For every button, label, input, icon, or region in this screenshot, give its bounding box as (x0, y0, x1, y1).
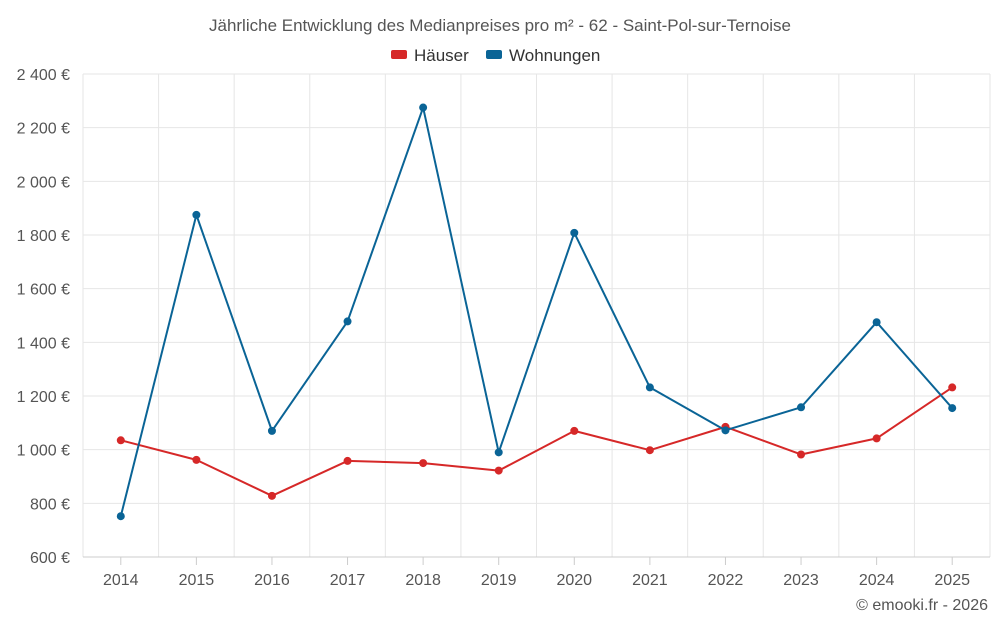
legend-label-haeuser: Häuser (414, 46, 469, 65)
data-point-haeuser (419, 459, 428, 468)
y-tick-label: 1 000 € (17, 443, 70, 460)
data-point-haeuser (797, 450, 806, 459)
y-tick-label: 1 400 € (17, 335, 70, 352)
data-point-wohnungen (570, 228, 579, 237)
legend-swatch-wohnungen (486, 50, 502, 59)
data-point-wohnungen (267, 426, 276, 435)
x-tick-label: 2018 (405, 572, 441, 589)
y-tick-label: 600 € (30, 550, 70, 567)
series-group (116, 103, 957, 521)
data-point-wohnungen (721, 426, 730, 435)
x-tick-label: 2022 (708, 572, 744, 589)
data-point-haeuser (267, 491, 276, 500)
y-tick-label: 800 € (30, 496, 70, 513)
data-point-wohnungen (494, 448, 503, 457)
data-point-wohnungen (116, 512, 125, 521)
y-tick-label: 2 000 € (17, 174, 70, 191)
y-tick-label: 2 200 € (17, 121, 70, 138)
y-tick-label: 2 400 € (17, 67, 70, 84)
x-tick-label: 2020 (556, 572, 592, 589)
chart-title: Jährliche Entwicklung des Medianpreises … (209, 16, 791, 35)
x-tick-label: 2016 (254, 572, 290, 589)
data-point-haeuser (645, 446, 654, 455)
x-tick-label: 2021 (632, 572, 668, 589)
x-tick-label: 2014 (103, 572, 139, 589)
x-tick-label: 2019 (481, 572, 517, 589)
y-axis: 600 € 800 € 1 000 € 1 200 € 1 400 € 1 600 € 1 … (17, 67, 70, 567)
legend-label-wohnungen: Wohnungen (509, 46, 600, 65)
credit-text: © emooki.fr - 2026 (856, 597, 988, 614)
data-point-wohnungen (797, 403, 806, 412)
data-point-wohnungen (343, 317, 352, 326)
data-point-wohnungen (645, 383, 654, 392)
data-point-haeuser (343, 456, 352, 465)
x-tick-label: 2023 (783, 572, 819, 589)
data-point-haeuser (948, 383, 957, 392)
data-point-haeuser (494, 466, 503, 475)
data-point-wohnungen (419, 103, 428, 112)
data-point-haeuser (192, 455, 201, 464)
data-point-wohnungen (948, 404, 957, 413)
x-tick-label: 2024 (859, 572, 895, 589)
y-tick-label: 1 600 € (17, 282, 70, 299)
y-tick-label: 1 800 € (17, 228, 70, 245)
series-line-wohnungen (119, 106, 953, 517)
data-point-haeuser (872, 434, 881, 443)
data-point-haeuser (116, 436, 125, 445)
legend-swatch-haeuser (391, 50, 407, 59)
y-tick-label: 1 200 € (17, 389, 70, 406)
gridlines (82, 73, 991, 558)
x-tick-label: 2025 (934, 572, 970, 589)
x-tick-label: 2015 (179, 572, 215, 589)
legend: Häuser Wohnungen (391, 46, 600, 65)
data-point-wohnungen (872, 318, 881, 327)
data-point-haeuser (570, 426, 579, 435)
x-tick-label: 2017 (330, 572, 366, 589)
x-axis: 2014 2015 2016 2017 2018 2019 2020 2021 2022 2023… (83, 556, 990, 589)
series-wohnungen (116, 103, 957, 521)
data-point-wohnungen (192, 210, 201, 219)
series-line-haeuser (120, 386, 953, 497)
